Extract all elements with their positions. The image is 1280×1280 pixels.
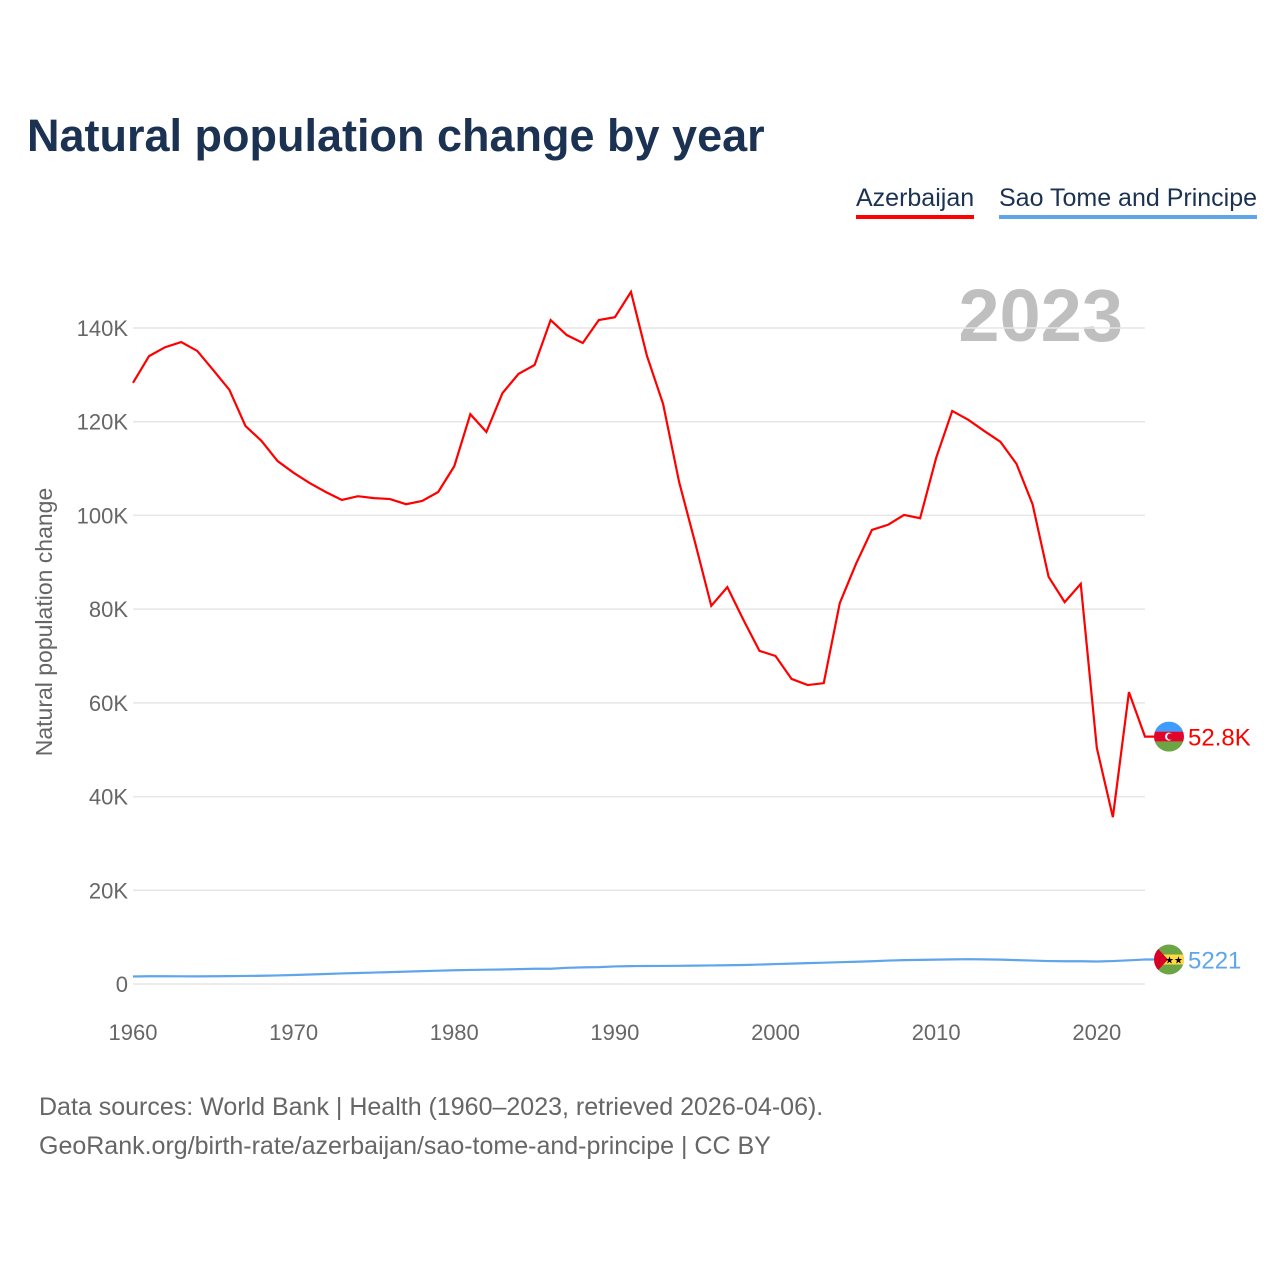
- end-value-label: 52.8K: [1188, 725, 1251, 752]
- flag-green: [1154, 741, 1184, 752]
- y-tick-label: 0: [116, 972, 128, 997]
- y-tick-label: 120K: [77, 410, 129, 435]
- flag-blue: [1154, 721, 1184, 732]
- flag-stars: ★★: [1165, 956, 1183, 967]
- x-tick-label: 2000: [751, 1020, 800, 1045]
- azerbaijan-flag-icon: [1154, 721, 1184, 752]
- y-tick-label: 40K: [89, 785, 128, 810]
- legend-sao-tome[interactable]: Sao Tome and Principe: [999, 184, 1258, 219]
- series-line-sao-tome: [132, 958, 1155, 978]
- y-tick-label: 100K: [77, 503, 129, 528]
- x-tick-label: 1970: [269, 1020, 318, 1045]
- flag: [1154, 721, 1184, 752]
- x-tick-label: 2010: [912, 1020, 961, 1045]
- y-tick-label: 140K: [77, 316, 129, 341]
- x-tick-label: 2020: [1072, 1020, 1121, 1045]
- footer-sources: Data sources: World Bank | Health (1960–…: [39, 1093, 824, 1121]
- sao-tome-flag-icon: ★★: [1154, 944, 1184, 975]
- series-line-azerbaijan: [132, 289, 1155, 818]
- footer-url[interactable]: GeoRank.org/birth-rate/azerbaijan/sao-to…: [39, 1132, 771, 1160]
- chart-title: Natural population change by year: [27, 110, 765, 161]
- y-tick-label: 80K: [89, 597, 128, 622]
- x-tick-label: 1960: [109, 1020, 158, 1045]
- x-tick-label: 1990: [590, 1020, 639, 1045]
- legend-azerbaijan[interactable]: Azerbaijan: [856, 184, 975, 219]
- y-tick-label: 60K: [89, 691, 128, 716]
- end-value-label: 5221: [1188, 948, 1241, 975]
- year-label: 2023: [958, 274, 1123, 357]
- x-tick-label: 1980: [430, 1020, 479, 1045]
- flag-crescent-cut: [1167, 733, 1174, 740]
- flag-triangle: [1154, 944, 1168, 975]
- y-tick-label: 20K: [89, 878, 128, 903]
- footer: Data sources: World Bank | Health (1960–…: [39, 1088, 823, 1166]
- flag-yellow: [1154, 954, 1184, 965]
- flag: ★★: [1154, 944, 1184, 975]
- y-axis-label: Natural population change: [31, 488, 57, 757]
